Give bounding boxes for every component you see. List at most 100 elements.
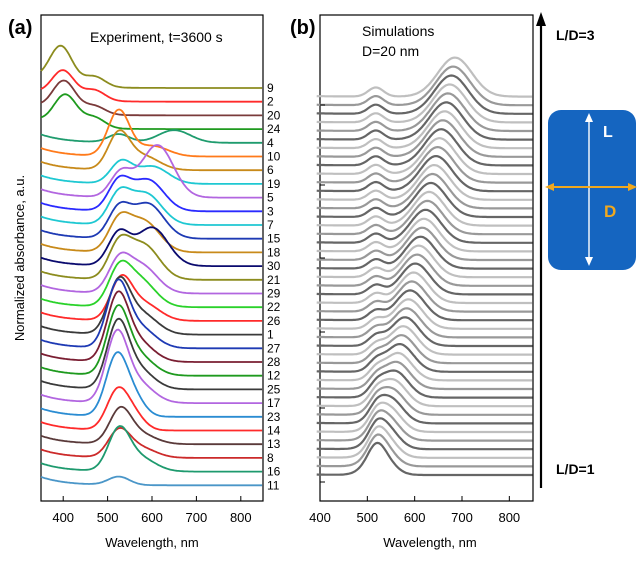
length-arrow-down-icon — [585, 257, 593, 266]
curve-b-30 — [316, 190, 533, 227]
curve-label-5: 5 — [267, 191, 274, 205]
tick-label-a-700: 700 — [186, 510, 208, 525]
panel-a-x-label: Wavelength, nm — [105, 535, 198, 550]
curve-label-20: 20 — [267, 108, 281, 122]
curve-b-28 — [316, 208, 533, 244]
tick-label-b-400: 400 — [309, 510, 331, 525]
aspect-ratio-arrow: L/D=3 L/D=1 — [536, 12, 595, 488]
curve-label-26: 26 — [267, 314, 281, 328]
curve-b-31 — [316, 181, 533, 219]
panel-b: (b) Simulations D=20 nm 400 500 600 700 800 … — [290, 14, 534, 550]
curve-b-16 — [316, 316, 533, 348]
curve-label-22: 22 — [267, 300, 281, 314]
curve-a-27 — [40, 278, 263, 350]
tick-label-b-700: 700 — [451, 510, 473, 525]
nanorod-shape — [548, 110, 636, 270]
curve-a-8 — [40, 426, 263, 459]
curve-label-15: 15 — [267, 232, 281, 246]
curve-label-10: 10 — [267, 150, 281, 164]
diameter-arrow-left-icon — [545, 183, 554, 191]
curve-a-29 — [40, 251, 263, 295]
curve-label-11: 11 — [267, 478, 280, 492]
curve-b-32 — [316, 172, 533, 210]
curve-b-2 — [316, 433, 533, 468]
curve-b-29 — [316, 199, 533, 236]
tick-label-b-600: 600 — [404, 510, 426, 525]
curve-label-23: 23 — [267, 410, 281, 424]
curve-label-7: 7 — [267, 218, 274, 232]
curve-b-3 — [316, 425, 533, 459]
tick-label-b-500: 500 — [356, 510, 378, 525]
curve-b-41 — [316, 92, 533, 133]
curve-a-19 — [40, 158, 263, 185]
curve-a-22 — [40, 259, 263, 309]
curve-b-13 — [316, 343, 533, 373]
curve-label-21: 21 — [267, 273, 281, 287]
panel-b-title: Simulations — [362, 23, 434, 39]
curve-a-23 — [40, 351, 263, 418]
curve-b-14 — [316, 334, 533, 365]
curve-b-34 — [316, 154, 533, 193]
curve-b-11 — [316, 360, 533, 391]
curve-label-9: 9 — [267, 81, 274, 95]
length-arrow-up-icon — [585, 113, 593, 122]
curve-label-14: 14 — [267, 424, 281, 438]
curve-a-18 — [40, 211, 263, 254]
curve-label-18: 18 — [267, 245, 281, 259]
curve-label-30: 30 — [267, 259, 281, 273]
panel-a-letter: (a) — [8, 17, 32, 39]
curve-a-25 — [40, 317, 263, 391]
curve-a-20 — [40, 79, 263, 117]
curve-a-5 — [40, 144, 263, 199]
curve-b-38 — [316, 119, 533, 158]
curve-b-10 — [316, 369, 533, 399]
curve-b-42 — [316, 83, 533, 124]
curve-label-19: 19 — [267, 177, 281, 191]
tick-label-b-800: 800 — [498, 510, 520, 525]
curve-b-21 — [316, 271, 533, 305]
curve-b-9 — [316, 377, 533, 408]
curve-b-24 — [316, 244, 533, 279]
panel-a-title: Experiment, t=3600 s — [90, 29, 223, 45]
curve-label-28: 28 — [267, 355, 281, 369]
curve-a-16 — [40, 425, 263, 473]
panel-a-x-ticks: 400 500 600 700 800 — [52, 496, 252, 525]
panel-a-curves — [40, 44, 263, 487]
curve-label-6: 6 — [267, 163, 274, 177]
curve-b-17 — [316, 307, 533, 339]
panel-b-y-ticks — [320, 104, 325, 483]
curve-a-7 — [40, 186, 263, 226]
curve-b-37 — [316, 128, 533, 167]
tick-label-a-500: 500 — [97, 510, 119, 525]
curve-label-16: 16 — [267, 465, 281, 479]
curve-a-17 — [40, 328, 263, 404]
panel-b-curves — [316, 56, 533, 477]
curve-b-44 — [316, 65, 533, 107]
curve-b-27 — [316, 217, 533, 253]
curve-b-23 — [316, 253, 533, 287]
panel-b-x-label: Wavelength, nm — [383, 535, 476, 550]
curve-label-2: 2 — [267, 95, 274, 109]
curve-a-15 — [40, 200, 263, 240]
curve-b-25 — [316, 235, 533, 270]
curve-label-25: 25 — [267, 382, 281, 396]
curve-label-27: 27 — [267, 341, 281, 355]
curve-a-1 — [40, 275, 263, 336]
curve-b-35 — [316, 145, 533, 184]
arrow-top-label: L/D=3 — [556, 27, 595, 43]
tick-label-a-800: 800 — [230, 510, 252, 525]
curve-a-3 — [40, 174, 263, 213]
curve-b-33 — [316, 164, 533, 201]
curve-a-24 — [40, 93, 263, 130]
curve-label-4: 4 — [267, 136, 274, 150]
curve-b-8 — [316, 386, 533, 416]
diameter-label: D — [604, 202, 616, 221]
curve-b-4 — [316, 417, 533, 451]
tick-label-a-400: 400 — [52, 510, 74, 525]
curve-label-13: 13 — [267, 437, 281, 451]
arrow-head-icon — [536, 12, 546, 26]
curve-label-8: 8 — [267, 451, 274, 465]
curve-a-12 — [40, 304, 263, 377]
panel-a-y-label: Normalized absorbance, a.u. — [12, 175, 27, 341]
